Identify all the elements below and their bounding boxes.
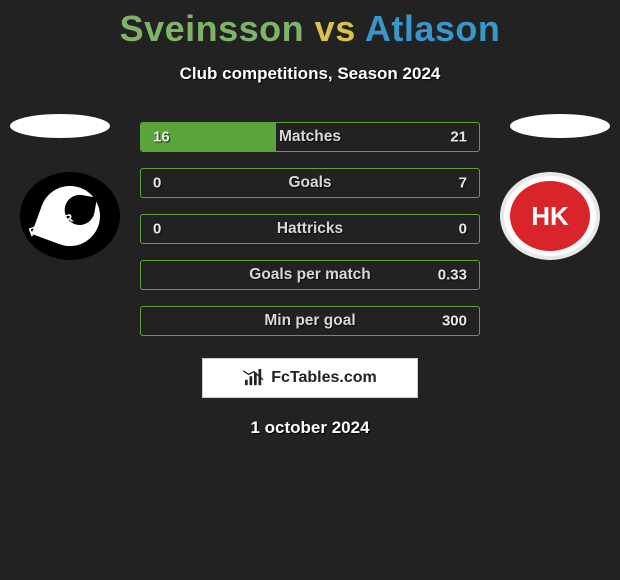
stat-value-right: 21 <box>450 129 467 146</box>
page-title: Sveinsson vs Atlason <box>0 0 620 50</box>
player-a-name: Sveinsson <box>120 8 305 49</box>
stat-value-right: 300 <box>442 313 467 330</box>
stat-row: 0.33 Goals per match <box>140 260 480 290</box>
player-b-name: Atlason <box>365 8 501 49</box>
stat-value-right: 0 <box>459 221 467 238</box>
date-text: 1 october 2024 <box>0 418 620 438</box>
club-right-name: HK <box>510 181 590 251</box>
stat-row: 16 21 Matches <box>140 122 480 152</box>
stat-row: 0 7 Goals <box>140 168 480 198</box>
club-logo-left: FYLKIR <box>20 172 120 260</box>
stat-label: Goals per match <box>249 266 370 284</box>
badge-oval-left <box>10 114 110 138</box>
stat-value-left: 0 <box>153 175 161 192</box>
comparison-content: FYLKIR HK 1621Matches07Goals00Hattricks0… <box>0 122 620 438</box>
bar-chart-icon <box>243 369 265 387</box>
stat-row: 300 Min per goal <box>140 306 480 336</box>
stat-row: 0 0 Hattricks <box>140 214 480 244</box>
stat-value-right: 0.33 <box>438 267 467 284</box>
vs-text: vs <box>315 8 356 49</box>
attribution-text: FcTables.com <box>271 369 377 387</box>
stat-label: Min per goal <box>264 312 355 330</box>
subtitle: Club competitions, Season 2024 <box>0 64 620 84</box>
stat-value-left: 0 <box>153 221 161 238</box>
attribution: FcTables.com <box>202 358 418 398</box>
stat-bars: 16 21 Matches 0 7 Goals 0 0 Hattricks 0.33 Goals p… <box>140 122 480 336</box>
stat-label: Goals <box>288 174 331 192</box>
badge-oval-right <box>510 114 610 138</box>
stat-value-left: 16 <box>153 129 170 146</box>
stat-value-right: 7 <box>459 175 467 192</box>
stat-label: Hattricks <box>277 220 343 238</box>
stat-label: Matches <box>279 128 341 146</box>
club-logo-right: HK <box>500 172 600 260</box>
